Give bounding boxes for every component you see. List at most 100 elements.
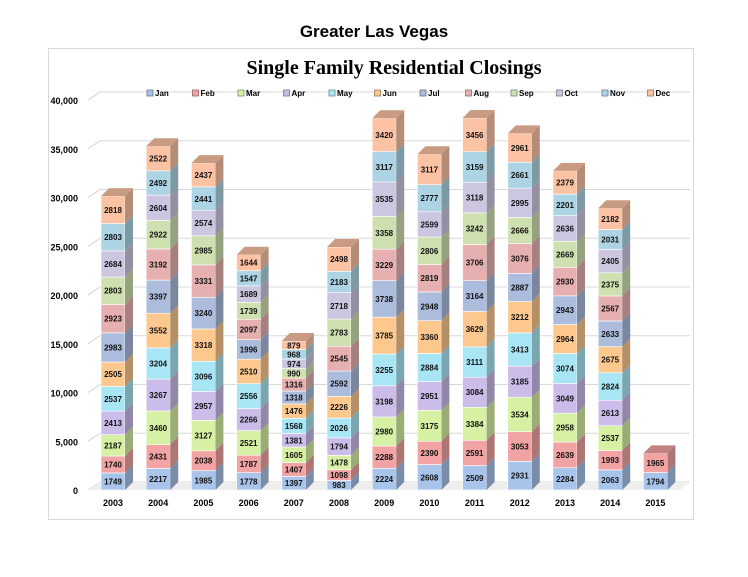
bar-face: [100, 223, 126, 252]
bar-side: [351, 338, 359, 372]
data-label: 3460: [149, 424, 167, 433]
bar-face: [462, 439, 487, 466]
bar-side: [531, 389, 540, 432]
data-label: 968: [287, 350, 301, 359]
bar-side: [531, 235, 540, 274]
data-label: 2441: [195, 195, 213, 204]
bar-side: [577, 162, 585, 195]
legend-label: Apr: [292, 89, 306, 98]
bar-segment: 3074: [552, 345, 585, 384]
bar-segment: 2824: [597, 364, 631, 401]
x-tick-label: 2011: [465, 498, 485, 508]
bar-segment: 3318: [191, 320, 224, 362]
bar-side: [125, 426, 133, 456]
data-label: 2639: [556, 451, 574, 460]
bar-side: [305, 383, 314, 404]
bar-segment: 3117: [417, 146, 450, 185]
bar-side: [351, 263, 359, 293]
data-label: 2957: [195, 402, 213, 411]
bar-segment: 2226: [326, 388, 359, 419]
legend-swatch: [328, 89, 336, 97]
bar-segment: 3229: [371, 241, 405, 281]
bar-segment: 3076: [507, 235, 540, 274]
data-label: 974: [287, 360, 301, 369]
bar-face: [417, 410, 442, 442]
bar-side: [260, 331, 269, 360]
legend-swatch: [283, 89, 290, 97]
bar-side: [170, 212, 179, 249]
bar-segment: 2567: [597, 287, 631, 322]
bar-side: [305, 351, 314, 369]
bar-side: [260, 400, 269, 431]
data-label: 3192: [149, 261, 167, 270]
data-label: 3255: [375, 366, 393, 375]
bar-face: [507, 301, 533, 334]
bar-side: [441, 283, 450, 321]
data-label: 3358: [375, 229, 393, 238]
bar-segment: 2599: [417, 203, 450, 238]
bar-side: [170, 272, 179, 314]
bar-side: [351, 429, 359, 456]
bar-side: [125, 269, 133, 305]
gridline-diag: [87, 432, 101, 442]
bar-side: [215, 289, 224, 329]
bar-segment: 2983: [100, 324, 133, 363]
bar-face: [145, 145, 171, 172]
data-label: 2217: [149, 475, 167, 484]
y-tick-label: 5,000: [55, 437, 78, 447]
bar-segment: 2183: [326, 263, 359, 293]
bar-segment: 3384: [462, 399, 495, 441]
bar-top: [507, 125, 540, 134]
bar-side: [577, 259, 585, 296]
data-label: 2266: [240, 416, 258, 425]
bar-segment: 1476: [281, 395, 314, 419]
bar-face: [417, 236, 442, 265]
data-label: 2884: [421, 363, 439, 372]
bar-side: [441, 312, 450, 354]
data-label: 983: [332, 481, 346, 490]
data-label: 2777: [421, 194, 439, 203]
bar-face: [507, 461, 533, 491]
bar-segment: 3084: [462, 369, 495, 408]
gridline-diag: [87, 384, 101, 393]
bar-side: [486, 369, 495, 408]
bar-side: [260, 447, 269, 473]
bar-side: [531, 154, 540, 189]
bar-face: [552, 215, 578, 242]
data-label: 3413: [511, 346, 529, 355]
data-label: 1965: [647, 459, 665, 468]
data-label: 2226: [330, 403, 348, 412]
bar-side: [125, 378, 133, 412]
data-label: 3053: [511, 443, 529, 452]
bar-segment: 2783: [326, 311, 359, 347]
bar-segment: 2923: [100, 296, 133, 334]
data-label: 3552: [149, 327, 167, 336]
gridline-diag: [87, 335, 101, 345]
bar-segment: 2556: [236, 375, 269, 409]
bar-segment: 3255: [371, 346, 405, 387]
data-label: 2675: [601, 356, 619, 365]
bar-segment: 2441: [191, 178, 224, 211]
bar-segment: 3552: [145, 305, 179, 349]
bar-segment: 2948: [417, 283, 450, 321]
bar-segment: 3534: [507, 389, 540, 432]
data-label: 2983: [104, 343, 122, 352]
bar-segment: 2217: [145, 460, 179, 491]
bar-side: [305, 360, 314, 379]
data-label: 3198: [375, 397, 393, 406]
bar-segment: 2498: [326, 238, 359, 272]
bar-side: [531, 265, 540, 302]
bar-segment: 1749: [100, 464, 133, 491]
x-tick-label: 2015: [645, 498, 665, 508]
data-label: 3738: [375, 295, 393, 304]
bar-face: [417, 381, 442, 411]
y-tick-label: 30,000: [50, 194, 78, 204]
bar-side: [486, 204, 495, 245]
data-label: 3384: [466, 420, 484, 429]
bar-side: [622, 200, 631, 230]
bar-top: [191, 155, 224, 164]
bar-face: [462, 244, 487, 281]
bar-side: [441, 203, 450, 238]
y-tick-label: 35,000: [50, 145, 78, 155]
bar-side: [305, 410, 314, 434]
